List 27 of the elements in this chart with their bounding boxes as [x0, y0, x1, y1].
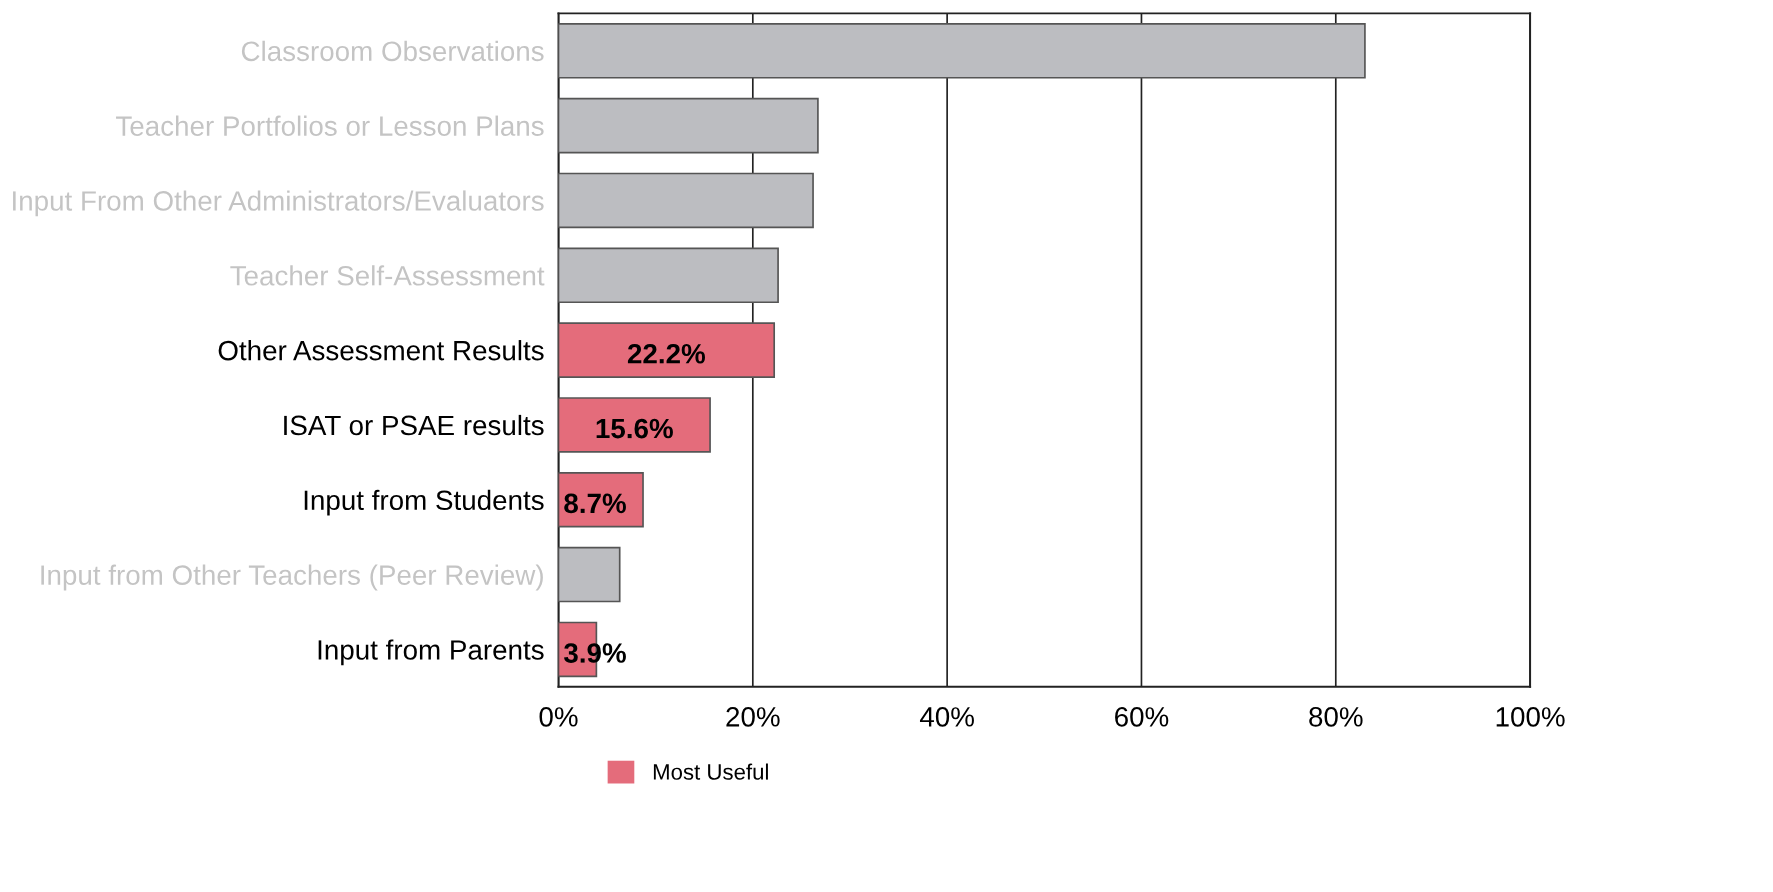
x-tick-label: 0%: [539, 707, 578, 727]
bar: [558, 471, 644, 528]
x-tick-label: 40%: [919, 707, 974, 727]
y-tick-label: Other Assessment Results: [218, 340, 544, 361]
bar: [558, 397, 711, 453]
y-tick-label: Teacher Portfolios or Lesson Plans: [116, 115, 544, 136]
y-tick-label: ISAT or PSAE results: [284, 414, 544, 436]
y-tick-label: Classroom Observations: [241, 40, 544, 62]
data-label: 8.7%: [564, 493, 626, 514]
bar: [558, 97, 819, 154]
data-label: 15.6%: [596, 418, 673, 439]
bar: [558, 546, 621, 603]
legend-label: Most Useful: [653, 763, 768, 780]
y-tick-label: Input from Other Teachers (Peer Review): [41, 564, 543, 591]
y-tick-label: Input From Other Administrators/Evaluators: [13, 190, 544, 217]
y-tick-label: Input from Students: [304, 489, 544, 516]
x-tick-label: 60%: [1115, 707, 1169, 727]
bar: [558, 322, 776, 378]
x-tick-label: 80%: [1309, 707, 1363, 727]
bar: [558, 23, 1366, 79]
y-tick-label: Input from Parents: [318, 639, 544, 666]
bar: [558, 172, 814, 229]
x-tick-label: 20%: [726, 707, 780, 727]
y-tick-label: Teacher Self-Assessment: [230, 265, 545, 286]
data-label: 22.2%: [627, 343, 705, 364]
x-tick-label: 100%: [1496, 707, 1565, 727]
bar: [558, 247, 779, 304]
